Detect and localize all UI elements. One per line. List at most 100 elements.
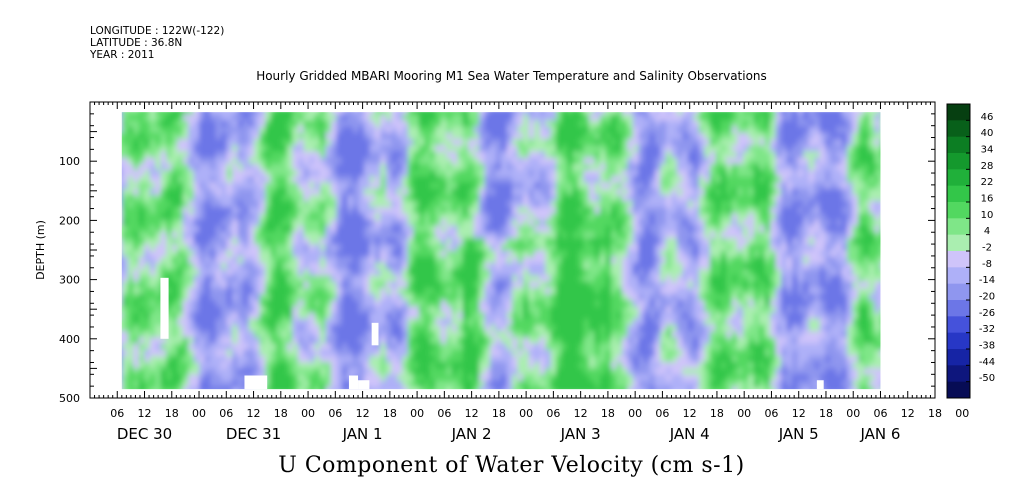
heatmap-cell (462, 163, 469, 171)
heatmap-cell (435, 170, 442, 177)
heatmap-cell (693, 256, 700, 264)
heatmap-cell (440, 244, 447, 252)
heatmap-cell (523, 306, 530, 314)
heatmap-cell (210, 112, 217, 115)
heatmap-cell (133, 306, 140, 314)
heatmap-cell (435, 318, 442, 326)
heatmap-cell (539, 300, 546, 307)
heatmap-cell (330, 287, 338, 295)
heatmap-cell (188, 368, 195, 376)
heatmap-cell (199, 349, 206, 357)
heatmap-cell (610, 331, 618, 338)
heatmap-cell (369, 176, 376, 184)
heatmap-cell (435, 343, 442, 351)
heatmap-cell (424, 207, 431, 215)
heatmap-cell (671, 188, 678, 196)
heatmap-cell (632, 306, 640, 314)
heatmap-cell (424, 256, 431, 264)
heatmap-cell (638, 275, 645, 283)
heatmap-cell (468, 182, 475, 190)
heatmap-cell (303, 256, 310, 264)
heatmap-cell (166, 132, 173, 140)
heatmap-cell (155, 331, 162, 338)
heatmap-cell (588, 374, 596, 382)
heatmap-cell (210, 256, 217, 264)
heatmap-cell (254, 219, 261, 227)
heatmap-cell (171, 374, 178, 382)
heatmap-cell (621, 269, 629, 276)
heatmap-cell (347, 219, 354, 227)
heatmap-cell (627, 343, 634, 351)
heatmap-cell (687, 362, 694, 369)
heatmap-cell (424, 182, 431, 190)
heatmap-cell (138, 300, 145, 307)
heatmap-cell (621, 306, 629, 314)
heatmap-cell (122, 380, 129, 388)
heatmap-cell (550, 293, 557, 301)
heatmap-cell (523, 349, 530, 357)
heatmap-cell (693, 312, 700, 320)
heatmap-cell (358, 112, 365, 115)
heatmap-cell (682, 225, 689, 233)
heatmap-cell (632, 269, 640, 276)
heatmap-cell (325, 281, 332, 289)
heatmap-cell (391, 132, 398, 140)
heatmap-cell (226, 182, 233, 190)
heatmap-cell (210, 232, 217, 239)
heatmap-cell (155, 250, 162, 258)
heatmap-cell (413, 312, 420, 320)
heatmap-cell (402, 139, 409, 146)
heatmap-cell (671, 355, 678, 363)
heatmap-cell (336, 256, 343, 264)
heatmap-cell (572, 201, 579, 208)
heatmap-cell (380, 163, 387, 171)
heatmap-cell (204, 324, 211, 332)
heatmap-cell (347, 176, 354, 184)
heatmap-cell (319, 188, 327, 196)
heatmap-cell (138, 188, 145, 196)
heatmap-cell (287, 287, 294, 295)
heatmap-cell (226, 194, 233, 202)
heatmap-cell (545, 256, 552, 264)
heatmap-cell (270, 194, 277, 202)
heatmap-cell (308, 262, 316, 270)
heatmap-cell (627, 287, 634, 295)
heatmap-cell (204, 132, 211, 140)
heatmap-cell (572, 256, 579, 264)
heatmap-cell (506, 275, 513, 283)
heatmap-cell (473, 182, 480, 190)
heatmap-cell (380, 374, 387, 382)
heatmap-cell (550, 213, 557, 221)
heatmap-cell (402, 244, 409, 252)
heatmap-cell (627, 201, 634, 208)
heatmap-cell (341, 238, 349, 245)
heatmap-cell (341, 132, 349, 140)
heatmap-cell (248, 232, 255, 239)
heatmap-cell (506, 207, 513, 215)
heatmap-cell (149, 324, 156, 332)
heatmap-cell (446, 386, 453, 390)
heatmap-cell (682, 163, 689, 171)
heatmap-cell (446, 250, 453, 258)
heatmap-cell (605, 194, 612, 202)
heatmap-cell (199, 386, 206, 390)
heatmap-cell (166, 112, 173, 115)
heatmap-cell (451, 219, 458, 227)
heatmap-cell (314, 132, 321, 140)
heatmap-cell (534, 293, 541, 301)
heatmap-cell (654, 250, 661, 258)
heatmap-cell (693, 145, 700, 153)
heatmap-cell (297, 380, 305, 388)
heatmap-cell (396, 306, 403, 314)
heatmap-cell (341, 293, 349, 301)
heatmap-cell (341, 120, 349, 128)
heatmap-cell (325, 349, 332, 357)
heatmap-cell (665, 145, 672, 153)
heatmap-cell (588, 349, 596, 357)
heatmap-cell (621, 318, 629, 326)
heatmap-cell (709, 132, 716, 140)
heatmap-cell (567, 132, 574, 140)
heatmap-cell (352, 349, 359, 357)
heatmap-cell (297, 170, 305, 177)
heatmap-cell (259, 312, 266, 320)
